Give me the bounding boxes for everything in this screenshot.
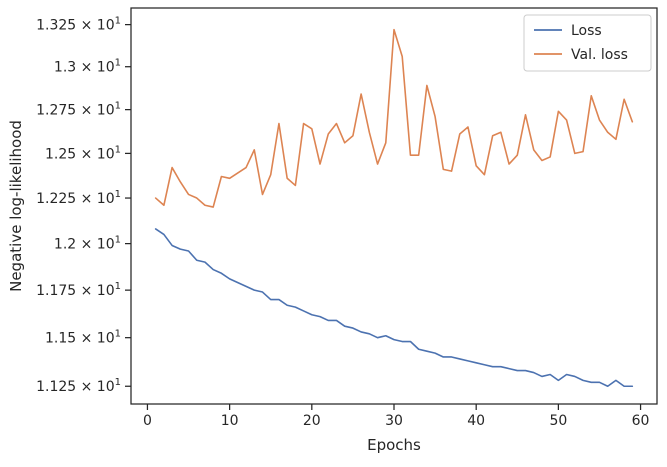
- y-tick-label: 1.325 × 101: [36, 16, 121, 34]
- x-tick-label: 40: [467, 413, 485, 429]
- x-axis: 0 10 20 30 40 50 60: [143, 404, 650, 429]
- y-tick-label: 1.275 × 101: [36, 101, 121, 119]
- legend-label: Loss: [571, 23, 602, 39]
- y-axis: 1.125 × 101 1.15 × 101 1.175 × 101 1.2 × 10…: [36, 16, 131, 395]
- x-tick-label: 50: [549, 413, 567, 429]
- y-axis-label: Negative log-likelihood: [7, 120, 25, 292]
- x-axis-label: Epochs: [367, 436, 421, 454]
- legend-box: [523, 14, 652, 72]
- x-tick-label: 10: [221, 413, 239, 429]
- series-group: [154, 28, 634, 388]
- x-tick-label: 30: [385, 413, 403, 429]
- y-tick-label: 1.15 × 101: [45, 329, 121, 347]
- y-tick-label: 1.3 × 101: [54, 58, 121, 76]
- series-line-loss: [154, 228, 634, 388]
- legend-label: Val. loss: [571, 47, 628, 63]
- x-tick-label: 60: [632, 413, 650, 429]
- legend: Loss Val. loss: [523, 14, 652, 72]
- y-tick-label: 1.25 × 101: [45, 144, 121, 162]
- series-line-val-loss: [154, 28, 634, 208]
- y-tick-label: 1.175 × 101: [36, 281, 121, 299]
- y-tick-label: 1.125 × 101: [36, 377, 121, 395]
- x-tick-label: 0: [143, 413, 152, 429]
- y-tick-label: 1.225 × 101: [36, 189, 121, 207]
- x-tick-label: 20: [303, 413, 321, 429]
- y-tick-label: 1.2 × 101: [54, 235, 121, 253]
